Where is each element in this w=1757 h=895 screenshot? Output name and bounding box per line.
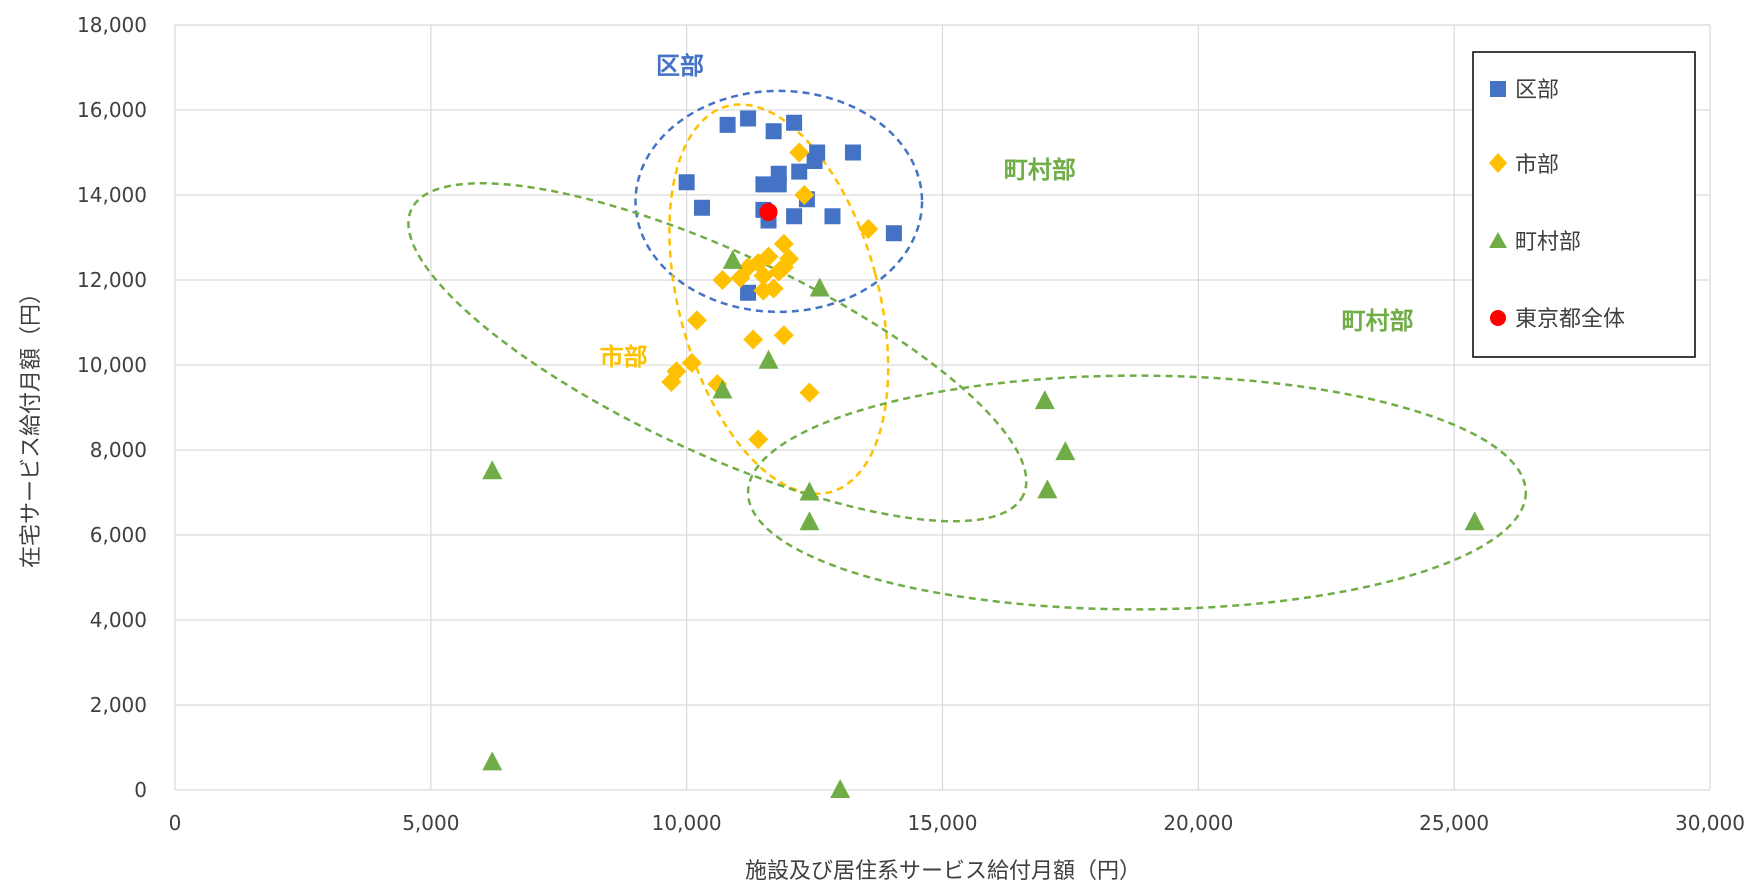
point-shi <box>789 142 810 163</box>
point-chouson <box>830 779 851 798</box>
point-shi <box>794 185 815 205</box>
point-ku <box>824 208 841 225</box>
y-tick-label: 18,000 <box>77 13 147 37</box>
point-ku <box>791 163 808 180</box>
point-ku <box>719 116 736 133</box>
group-ellipse <box>668 103 890 496</box>
group-annotation: 区部 <box>656 52 704 80</box>
point-ku <box>694 199 711 216</box>
point-ku <box>885 225 902 242</box>
point-chouson <box>758 349 779 369</box>
legend-label-shi: 市部 <box>1515 153 1559 178</box>
point-tokyo <box>759 203 778 221</box>
point-chouson <box>722 249 743 269</box>
x-tick-label: 15,000 <box>908 811 978 835</box>
point-ku <box>770 176 787 193</box>
group-annotation: 市部 <box>600 343 648 371</box>
x-tick-label: 20,000 <box>1163 811 1233 835</box>
y-tick-label: 4,000 <box>90 608 147 632</box>
y-tick-label: 14,000 <box>77 183 147 207</box>
x-tick-label: 0 <box>169 811 182 835</box>
point-ku <box>786 114 803 131</box>
point-shi <box>730 267 751 288</box>
group-ellipse <box>407 181 1028 523</box>
legend: 区部 市部 町村部 東京都全体 <box>1472 51 1696 358</box>
point-ku <box>740 284 757 301</box>
point-ku <box>809 144 826 161</box>
legend-marker-diamond <box>1489 153 1507 173</box>
point-shi <box>661 372 682 392</box>
point-ku <box>786 208 803 225</box>
y-tick-label: 0 <box>134 778 147 802</box>
point-chouson <box>1037 479 1058 499</box>
point-chouson <box>1464 511 1485 531</box>
y-tick-label: 2,000 <box>90 693 147 717</box>
point-shi <box>743 329 764 350</box>
point-chouson <box>799 481 820 501</box>
legend-label-chouson: 町村部 <box>1515 230 1581 255</box>
legend-marker-square <box>1490 81 1506 97</box>
point-chouson <box>1034 390 1055 410</box>
point-chouson <box>799 511 820 531</box>
y-tick-label: 12,000 <box>77 268 147 292</box>
group-ellipses <box>407 89 1528 611</box>
point-shi <box>799 382 820 403</box>
point-chouson <box>712 379 733 399</box>
point-ku <box>740 110 757 127</box>
tick-labels: 0 5,000 10,000 15,000 20,000 25,000 30,000 0 2,0… <box>77 13 1745 835</box>
y-tick-label: 6,000 <box>90 523 147 547</box>
point-shi <box>681 352 702 373</box>
y-axis-title: 在宅サービス給付月額（円） <box>19 282 44 568</box>
x-tick-label: 5,000 <box>402 811 459 835</box>
y-tick-label: 16,000 <box>77 98 147 122</box>
point-shi <box>858 219 879 239</box>
point-chouson <box>1055 441 1076 461</box>
data-points <box>482 110 1485 798</box>
point-shi <box>686 310 707 331</box>
point-chouson <box>482 460 503 480</box>
group-ellipse <box>634 89 924 314</box>
point-shi <box>773 325 794 346</box>
y-tick-label: 10,000 <box>77 353 147 377</box>
point-ku <box>844 144 861 161</box>
point-chouson <box>809 277 830 297</box>
x-tick-label: 25,000 <box>1419 811 1489 835</box>
group-ellipse <box>746 374 1528 611</box>
y-tick-label: 8,000 <box>90 438 147 462</box>
legend-marker-circle <box>1490 310 1506 326</box>
x-tick-label: 10,000 <box>652 811 722 835</box>
point-ku <box>755 176 772 193</box>
legend-label-tokyo: 東京都全体 <box>1515 307 1625 332</box>
point-chouson <box>482 751 503 771</box>
group-annotation: 町村部 <box>1342 307 1414 335</box>
point-ku <box>765 123 782 140</box>
point-shi <box>712 270 733 290</box>
legend-box <box>1472 51 1696 358</box>
grid-lines <box>174 24 1711 791</box>
point-ku <box>678 174 695 191</box>
group-annotation: 町村部 <box>1004 156 1076 184</box>
point-shi <box>748 429 769 450</box>
legend-marker-triangle <box>1489 232 1507 248</box>
x-axis-title: 施設及び居住系サービス給付月額（円） <box>745 859 1141 884</box>
legend-label-ku: 区部 <box>1515 78 1559 103</box>
point-shi <box>763 278 784 299</box>
point-shi <box>773 257 794 278</box>
point-shi <box>753 265 774 286</box>
x-tick-label: 30,000 <box>1675 811 1745 835</box>
